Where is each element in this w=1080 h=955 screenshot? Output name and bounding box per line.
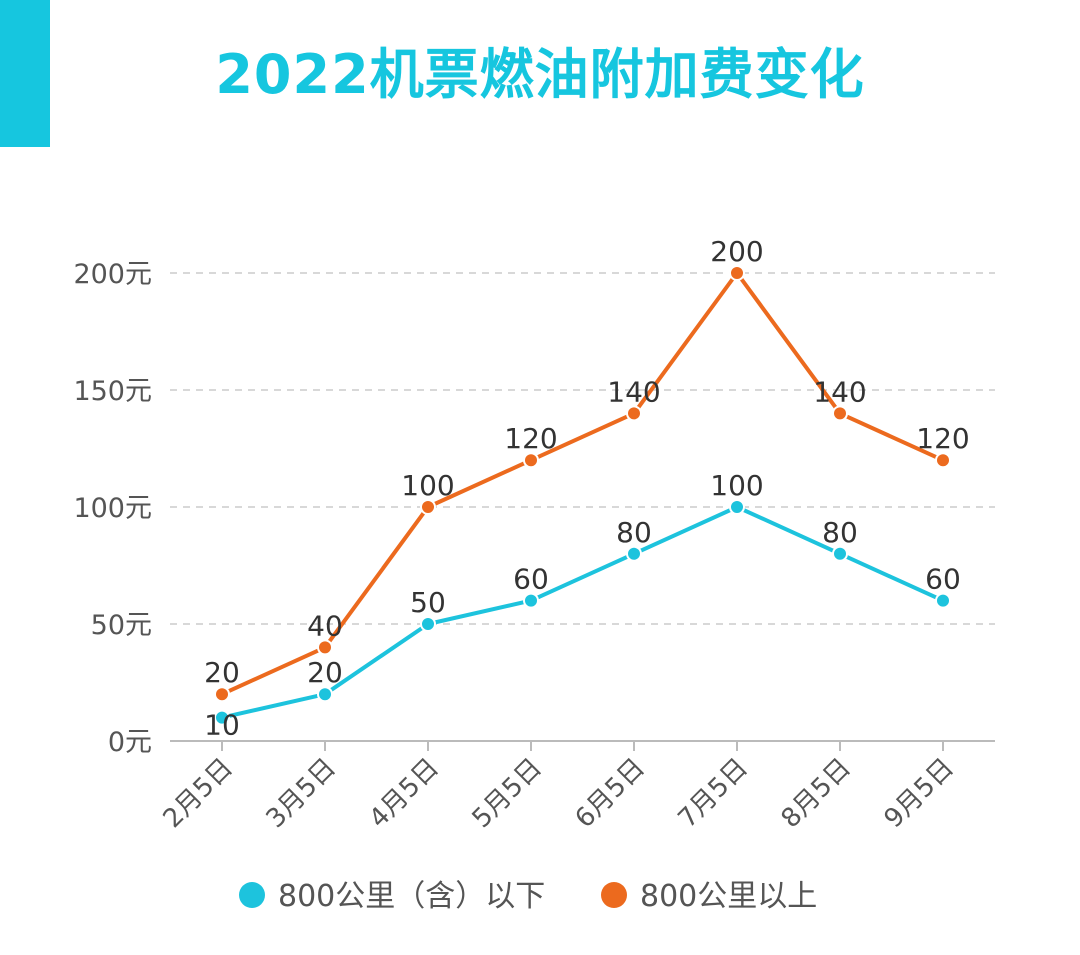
data-point (626, 405, 642, 422)
data-point (214, 709, 230, 726)
series-line-1 (220, 271, 945, 697)
data-point (420, 499, 436, 515)
y-tick-label: 50元 (91, 610, 152, 641)
data-point (832, 545, 848, 562)
data-point (935, 452, 951, 469)
data-label: 40 (307, 609, 343, 642)
data-point (523, 592, 539, 609)
legend-marker (601, 882, 627, 908)
chart-title: 2022机票燃油附加费变化 (215, 43, 865, 106)
data-point (626, 545, 642, 562)
legend-label: 800公里以上 (640, 879, 817, 914)
data-point (420, 616, 436, 632)
data-label: 60 (925, 563, 961, 596)
y-tick-label: 200元 (73, 259, 152, 290)
data-label: 120 (916, 422, 969, 455)
x-tick-label: 6月5日 (570, 753, 651, 834)
accent-bar (0, 0, 50, 147)
data-label: 80 (616, 516, 652, 549)
data-label: 100 (710, 469, 763, 502)
x-tick-label: 3月5日 (261, 753, 342, 834)
y-tick-label: 0元 (108, 727, 152, 758)
series-line-0 (220, 505, 945, 720)
data-label: 100 (401, 469, 454, 502)
legend-label: 800公里（含）以下 (278, 879, 545, 914)
data-label: 20 (307, 656, 343, 689)
y-tick-label: 100元 (73, 493, 152, 524)
data-label: 10 (204, 709, 240, 742)
data-point (214, 686, 230, 703)
data-point (729, 499, 745, 515)
data-point (832, 405, 848, 422)
data-point (729, 265, 745, 281)
x-tick-label: 2月5日 (158, 753, 239, 834)
data-label: 140 (607, 375, 660, 408)
data-point (317, 639, 333, 656)
data-label: 80 (822, 516, 858, 549)
data-label: 50 (410, 586, 446, 619)
data-point (935, 592, 951, 609)
x-tick-label: 4月5日 (364, 753, 445, 834)
data-label: 20 (204, 656, 240, 689)
data-point (317, 686, 333, 703)
x-tick-label: 7月5日 (673, 753, 754, 834)
data-label: 60 (513, 563, 549, 596)
x-tick-label: 8月5日 (776, 753, 857, 834)
data-label: 140 (813, 375, 866, 408)
data-label: 200 (710, 235, 763, 268)
legend-marker (239, 882, 265, 908)
data-label: 120 (504, 422, 557, 455)
x-tick-label: 5月5日 (467, 753, 548, 834)
data-point (523, 452, 539, 469)
x-tick-label: 9月5日 (879, 753, 960, 834)
y-tick-label: 150元 (73, 376, 152, 407)
